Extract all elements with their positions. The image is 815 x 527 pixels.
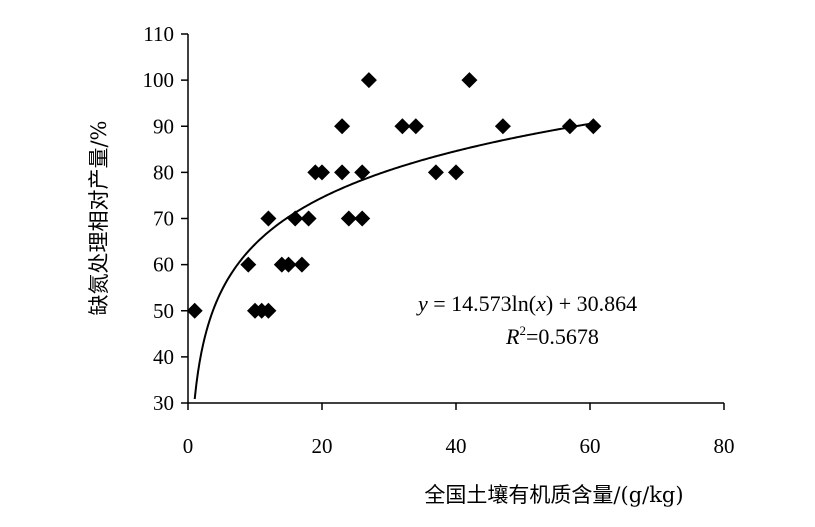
data-point bbox=[494, 118, 511, 135]
y-axis-ticks: 30 40 50 60 70 80 90 100 110 bbox=[143, 22, 188, 415]
data-point bbox=[407, 118, 424, 135]
data-points bbox=[186, 72, 602, 319]
y-tick-label: 50 bbox=[153, 299, 174, 323]
trendline bbox=[193, 122, 594, 400]
data-point bbox=[340, 210, 357, 227]
y-tick-label: 70 bbox=[153, 207, 174, 231]
y-tick-label: 60 bbox=[153, 253, 174, 277]
x-axis-ticks: 0 20 40 60 80 bbox=[183, 403, 735, 458]
y-tick-label: 80 bbox=[153, 160, 174, 184]
data-point bbox=[448, 164, 464, 181]
data-point bbox=[334, 164, 351, 181]
x-axis-title: 全国土壤有机质含量/(g/kg) bbox=[424, 483, 683, 507]
y-tick-label: 90 bbox=[153, 114, 174, 138]
x-tick-label: 60 bbox=[580, 434, 601, 458]
trendline-group bbox=[193, 122, 594, 400]
r-squared-label: R2=0.5678 bbox=[505, 323, 599, 349]
data-point bbox=[260, 302, 277, 319]
data-point bbox=[293, 256, 310, 273]
y-tick-label: 40 bbox=[153, 345, 174, 369]
data-point bbox=[360, 72, 377, 89]
y-tick-label: 100 bbox=[143, 68, 175, 92]
data-point bbox=[561, 118, 578, 135]
data-point bbox=[240, 256, 257, 273]
data-point bbox=[260, 210, 277, 227]
data-point bbox=[186, 302, 203, 319]
data-point bbox=[354, 164, 371, 181]
data-point bbox=[427, 164, 444, 181]
x-tick-label: 40 bbox=[446, 434, 467, 458]
data-point bbox=[280, 256, 297, 273]
x-tick-label: 0 bbox=[183, 434, 194, 458]
data-point bbox=[314, 164, 330, 181]
data-point bbox=[300, 210, 317, 227]
data-point bbox=[461, 72, 478, 89]
trendline-equation: y = 14.573ln(x) + 30.864 bbox=[416, 291, 637, 316]
x-tick-label: 80 bbox=[714, 434, 735, 458]
data-point bbox=[287, 210, 304, 227]
y-tick-label: 110 bbox=[143, 22, 174, 46]
data-point bbox=[394, 118, 411, 135]
data-point bbox=[354, 210, 371, 227]
data-point bbox=[334, 118, 351, 135]
data-point bbox=[585, 118, 602, 135]
y-tick-label: 30 bbox=[153, 391, 174, 415]
y-axis-title: 缺氮处理相对产量/% bbox=[87, 120, 111, 315]
x-tick-label: 20 bbox=[312, 434, 333, 458]
